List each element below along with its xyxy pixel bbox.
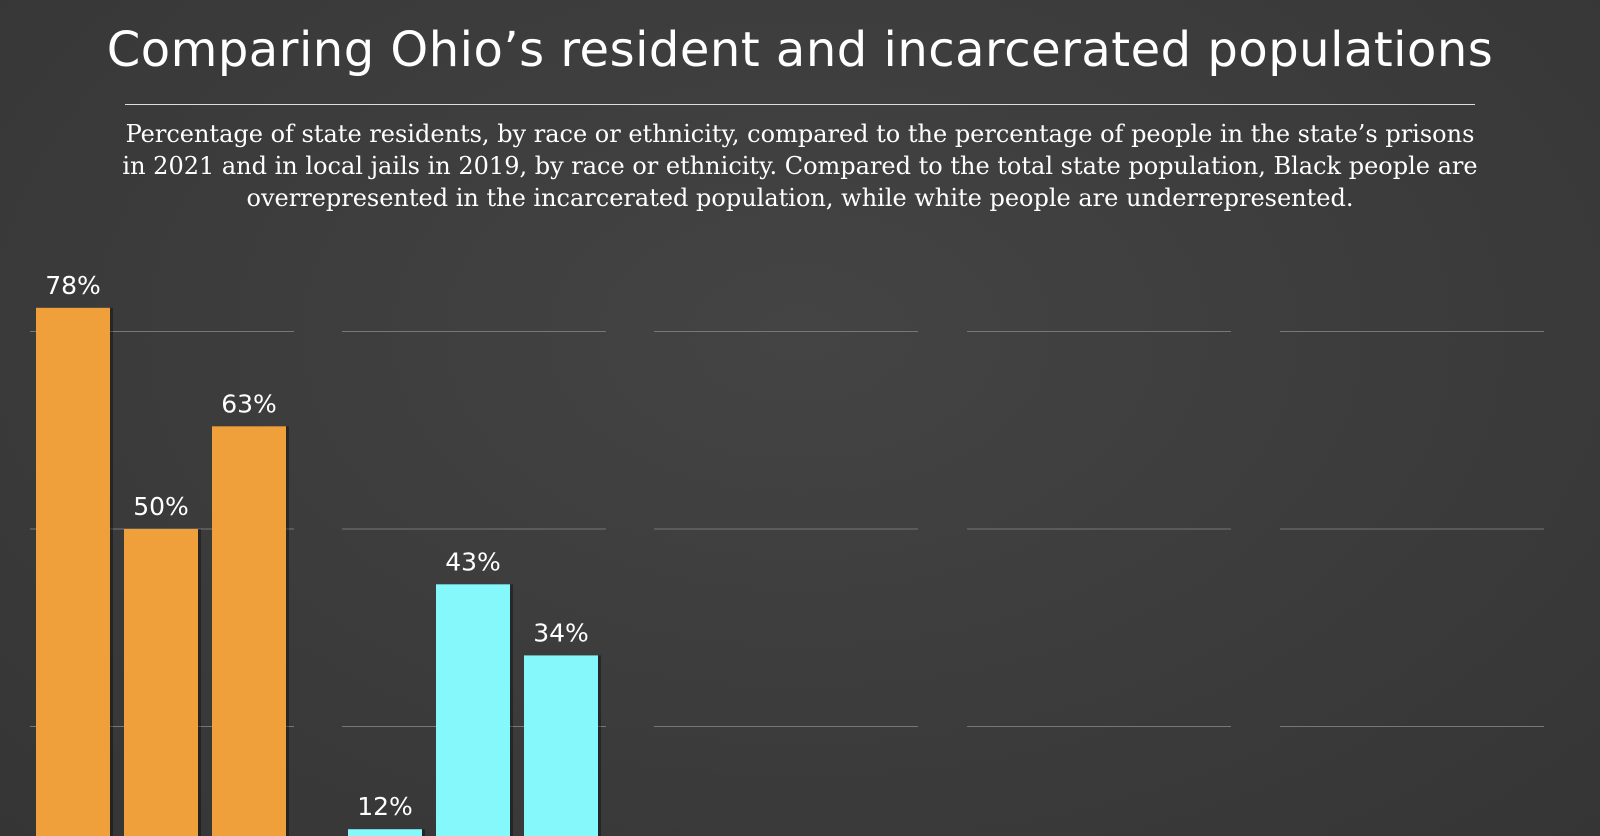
bar: [212, 426, 286, 836]
data-label: 43%: [445, 547, 501, 576]
bar: [524, 655, 598, 836]
title-divider: [125, 104, 1475, 105]
data-label: 34%: [533, 618, 589, 647]
data-label: 12%: [357, 792, 413, 821]
bar: [36, 307, 110, 836]
data-label: 50%: [133, 492, 189, 521]
bar: [436, 584, 510, 836]
data-label: 78%: [45, 271, 101, 300]
chart-title: Comparing Ohio’s resident and incarcerat…: [106, 22, 1494, 78]
bar: [348, 829, 422, 836]
bar: [124, 529, 198, 836]
data-label: 63%: [221, 389, 277, 418]
chart-subtitle: Percentage of state residents, by race o…: [122, 120, 1478, 212]
